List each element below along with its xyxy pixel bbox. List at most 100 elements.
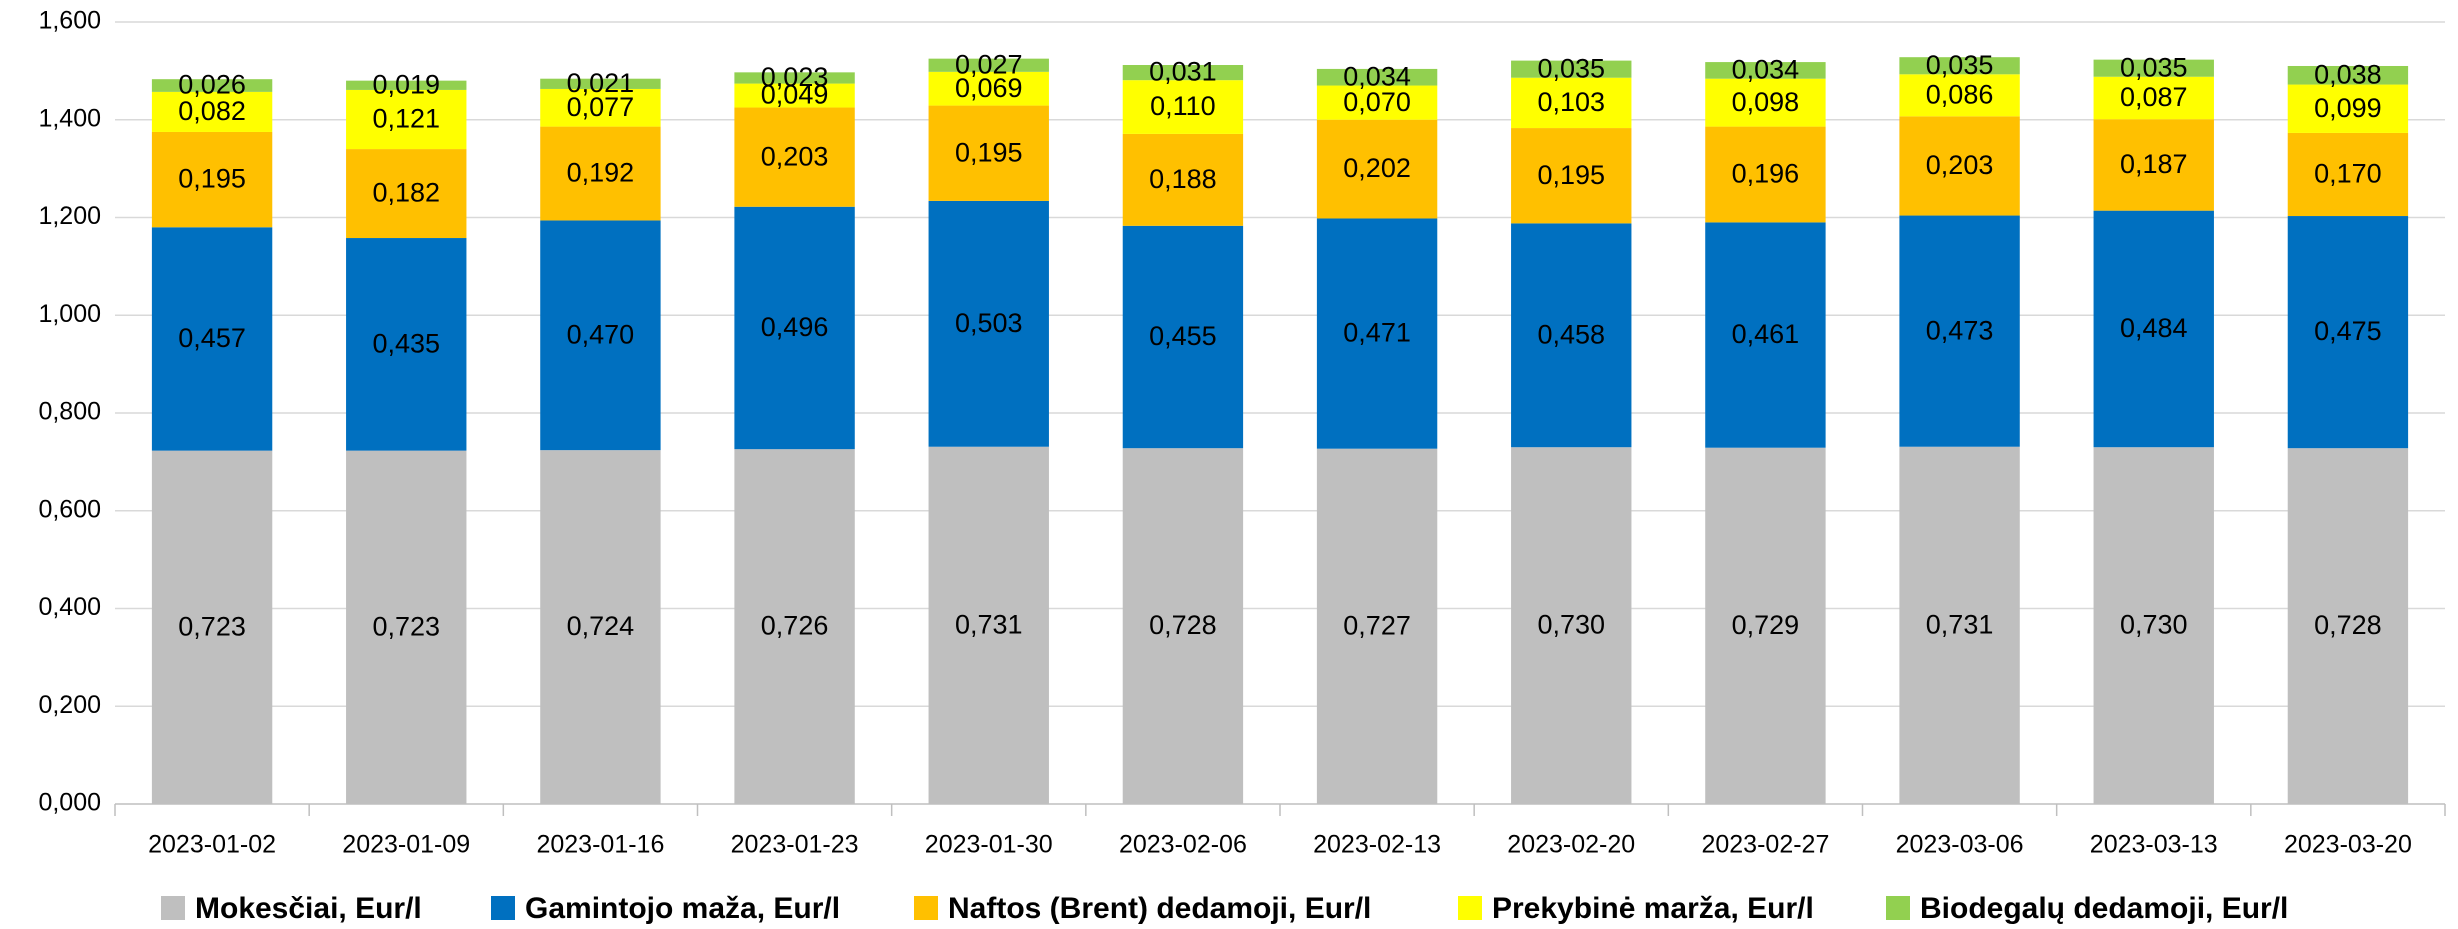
y-tick-label: 0,800	[38, 398, 101, 426]
x-tick-label: 2023-01-09	[342, 831, 470, 859]
bar-segment	[1899, 215, 2020, 447]
bar-segment	[151, 227, 273, 451]
x-tick-label: 2023-02-06	[1119, 831, 1247, 859]
value-label: 0,182	[372, 178, 440, 208]
value-label: 0,038	[2314, 59, 2382, 89]
value-label: 0,484	[2120, 313, 2188, 343]
value-label: 0,473	[1926, 315, 1994, 345]
value-label: 0,086	[1926, 79, 1994, 109]
x-tick-label: 2023-02-20	[1507, 831, 1635, 859]
value-label: 0,121	[372, 104, 440, 134]
x-tick-label: 2023-01-02	[148, 831, 276, 859]
bar-segment	[734, 449, 855, 804]
x-tick-label: 2023-01-16	[536, 831, 664, 859]
value-label: 0,461	[1732, 319, 1800, 349]
bar-segment	[1316, 448, 1438, 804]
bar-segment	[928, 58, 1049, 72]
bar-segment	[2093, 76, 2214, 120]
value-label: 0,455	[1149, 321, 1217, 351]
value-label: 0,026	[178, 70, 246, 100]
legend-label: Naftos (Brent) dedamoji, Eur/l	[948, 892, 1371, 925]
x-tick-label: 2023-02-27	[1701, 831, 1829, 859]
value-label: 0,726	[761, 611, 829, 641]
bar-segment	[928, 446, 1049, 804]
value-label: 0,019	[372, 69, 440, 99]
bar-segment	[2287, 448, 2409, 804]
x-tick-label: 2023-01-30	[925, 831, 1053, 859]
bar-segment	[2287, 84, 2409, 133]
bar-segment	[1122, 133, 1244, 226]
legend-swatch	[491, 896, 515, 920]
x-tick-label: 2023-03-20	[2284, 831, 2412, 859]
value-label: 0,471	[1343, 318, 1411, 348]
bar-segment	[346, 238, 467, 451]
bar-segment	[540, 88, 661, 127]
value-label: 0,729	[1732, 610, 1800, 640]
value-label: 0,077	[567, 92, 635, 122]
legend-swatch	[161, 896, 185, 920]
value-label: 0,196	[1732, 159, 1800, 189]
bar-segment	[2093, 447, 2214, 804]
y-tick-label: 1,200	[38, 202, 101, 230]
bar-segment	[734, 107, 855, 207]
bar-segment	[1705, 447, 1826, 804]
bar-segment	[2093, 59, 2214, 77]
bar-segment	[2093, 119, 2214, 211]
bar-segment	[346, 450, 467, 804]
legend-swatch	[914, 896, 938, 920]
bar-segment	[1316, 85, 1438, 120]
bar-segment	[1122, 65, 1244, 81]
y-tick-label: 0,400	[38, 593, 101, 621]
value-label: 0,170	[2314, 159, 2382, 189]
bar-segment	[1511, 60, 1632, 78]
bar-segment	[1705, 62, 1826, 79]
value-label: 0,730	[1537, 610, 1605, 640]
y-tick-label: 1,000	[38, 300, 101, 328]
value-label: 0,069	[955, 73, 1023, 103]
value-label: 0,192	[567, 158, 635, 188]
value-label: 0,023	[761, 62, 829, 92]
bar-segment	[1899, 116, 2020, 216]
bar-segment	[734, 206, 855, 450]
bar-segment	[1122, 80, 1244, 134]
value-label: 0,099	[2314, 93, 2382, 123]
value-label: 0,731	[955, 609, 1023, 639]
bar-segment	[928, 105, 1049, 201]
bar-segment	[2287, 65, 2409, 85]
value-label: 0,435	[372, 328, 440, 358]
bar-segment	[734, 83, 855, 108]
bar-segment	[928, 200, 1049, 447]
legend-swatch	[1886, 896, 1910, 920]
legend-label: Gamintojo maža, Eur/l	[525, 892, 840, 925]
value-label: 0,035	[2120, 52, 2188, 82]
value-label: 0,496	[761, 312, 829, 342]
value-label: 0,195	[178, 164, 246, 194]
value-label: 0,034	[1732, 55, 1800, 85]
value-label: 0,503	[955, 308, 1023, 338]
bar-segment	[346, 89, 467, 150]
value-label: 0,031	[1149, 57, 1217, 87]
bar-segment	[1511, 447, 1632, 804]
bar-segment	[1122, 448, 1244, 804]
bar-segment	[540, 126, 661, 221]
bar-segment	[540, 220, 661, 451]
bar-segment	[151, 131, 273, 228]
bar-segment	[540, 78, 661, 89]
value-label: 0,034	[1343, 61, 1411, 91]
value-label: 0,458	[1537, 319, 1605, 349]
x-tick-label: 2023-02-13	[1313, 831, 1441, 859]
y-tick-label: 0,000	[38, 789, 101, 817]
value-label: 0,021	[567, 68, 635, 98]
value-label: 0,195	[955, 137, 1023, 167]
value-label: 0,188	[1149, 164, 1217, 194]
bar-segment	[1899, 57, 2020, 75]
value-label: 0,727	[1343, 610, 1411, 640]
value-label: 0,035	[1926, 50, 1994, 80]
value-label: 0,724	[567, 611, 635, 641]
bar-segment	[1899, 446, 2020, 804]
value-label: 0,728	[1149, 610, 1217, 640]
x-tick-label: 2023-03-06	[1896, 831, 2024, 859]
bar-segment	[1705, 78, 1826, 127]
value-label: 0,187	[2120, 149, 2188, 179]
